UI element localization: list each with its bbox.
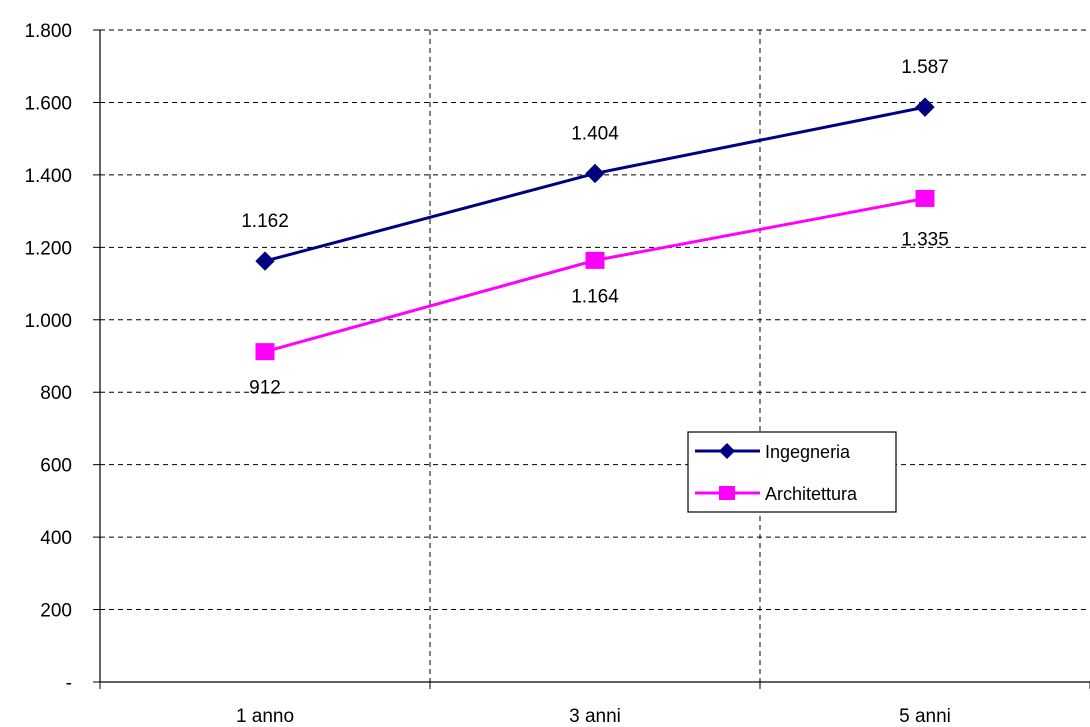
legend: Ingegneria Architettura: [687, 431, 897, 513]
x-tick-label: 3 anni: [569, 706, 621, 727]
data-point-marker: [255, 251, 275, 271]
y-tick-label: 1.000: [24, 311, 72, 332]
y-tick-label: 800: [40, 383, 72, 404]
y-tick-labels: - 200 400 600 800 1.000 1.200 1.400 1.600 1.800: [24, 21, 72, 694]
data-label: 1.404: [571, 123, 619, 144]
data-labels: 1.162 1.404 1.587 912 1.164 1.335: [241, 57, 949, 399]
y-tick-label: 1.400: [24, 166, 72, 187]
series-line-architettura: [264, 196, 926, 354]
x-tick-label: 1 anno: [236, 706, 294, 727]
x-tick-labels: 1 anno 3 anni 5 anni: [236, 706, 951, 727]
axes: [93, 29, 1090, 689]
legend-label-architettura: Architettura: [765, 484, 858, 504]
legend-label-ingegneria: Ingegneria: [765, 442, 851, 462]
legend-marker-ingegneria: [719, 443, 735, 459]
y-tick-label: 1.200: [24, 238, 72, 259]
data-label: 1.162: [241, 211, 289, 232]
legend-marker-architettura: [719, 486, 735, 500]
y-tick-label: 1.800: [24, 21, 72, 42]
x-tick-label: 5 anni: [899, 706, 951, 727]
y-tick-label: 400: [40, 528, 72, 549]
y-tick-label: 1.600: [24, 93, 72, 114]
data-point-marker: [585, 251, 605, 269]
data-label: 1.335: [901, 229, 949, 250]
data-label: 912: [249, 378, 281, 399]
y-tick-label: 600: [40, 456, 72, 477]
legend-box: [687, 431, 897, 513]
data-point-marker: [915, 189, 935, 207]
data-point-marker: [255, 343, 275, 361]
series-group: [255, 97, 935, 361]
data-label: 1.587: [901, 57, 949, 78]
data-label: 1.164: [571, 286, 619, 307]
y-tick-label: -: [66, 673, 72, 694]
data-point-marker: [585, 163, 605, 184]
data-point-marker: [915, 97, 935, 117]
y-tick-label: 200: [40, 601, 72, 622]
